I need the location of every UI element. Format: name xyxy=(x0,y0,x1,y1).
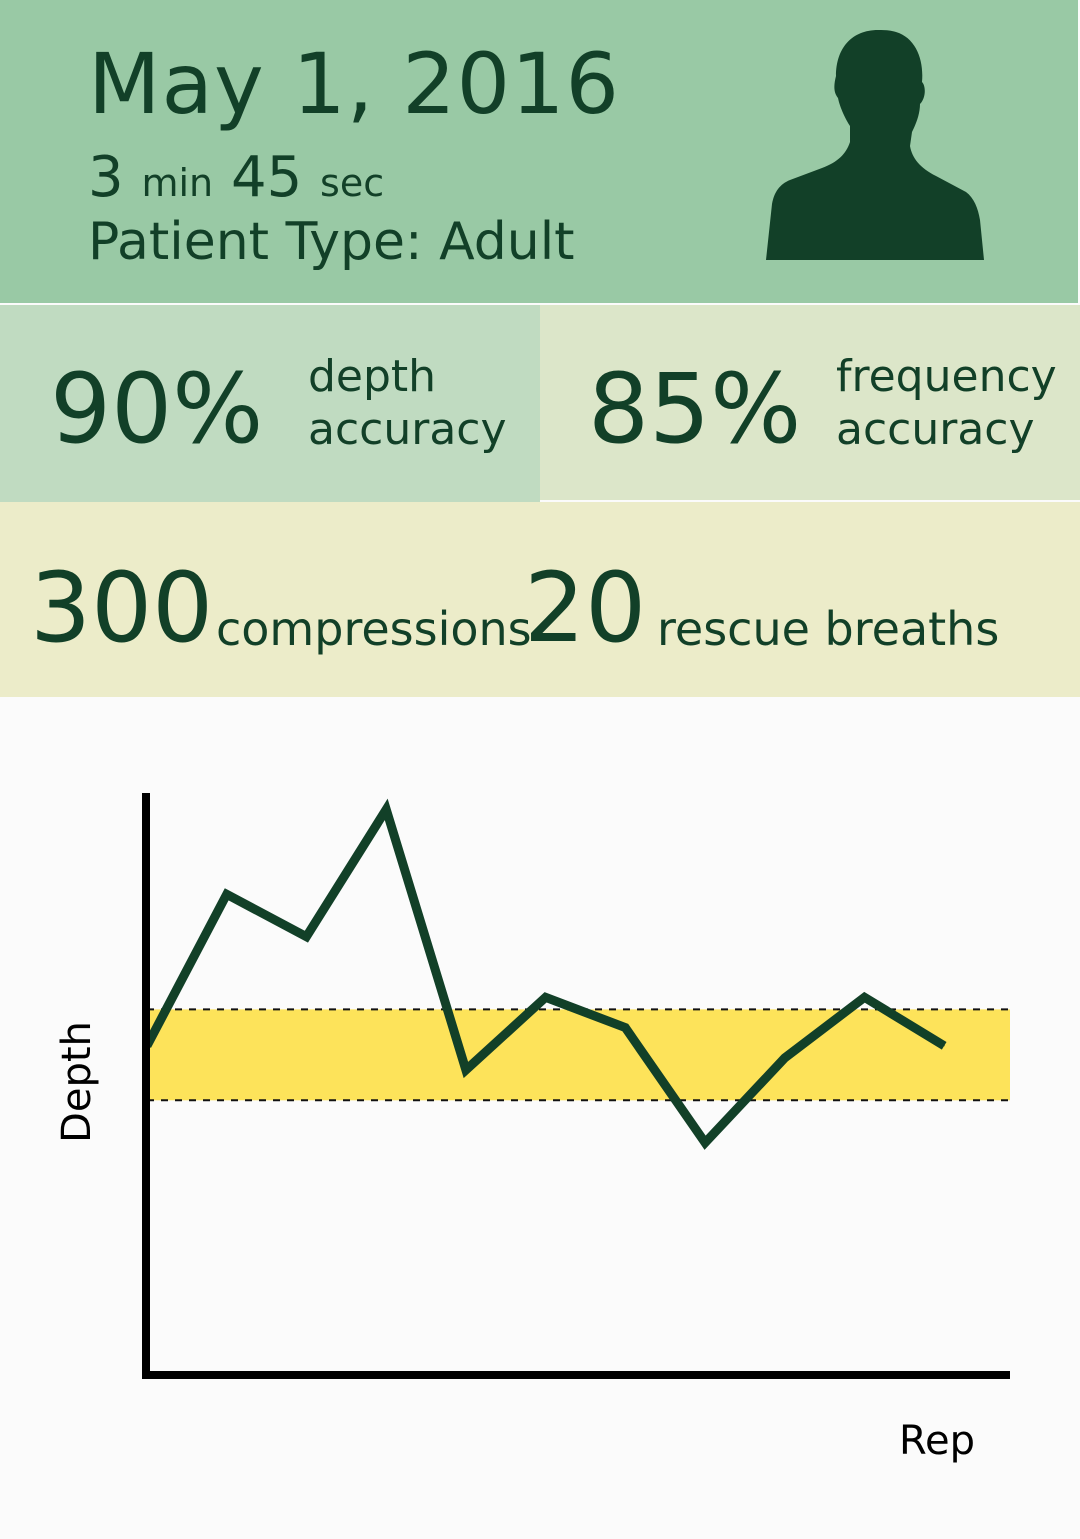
frequency-accuracy-value: 85% xyxy=(588,353,802,465)
session-date: May 1, 2016 xyxy=(88,35,620,133)
depth-accuracy-label: depth accuracy xyxy=(308,351,507,457)
patient-type: Patient Type: Adult xyxy=(88,212,575,272)
duration-minutes-unit: min xyxy=(141,161,214,205)
compressions-count: 300 xyxy=(30,552,214,664)
depth-accuracy-panel: 90% depth accuracy xyxy=(0,305,540,502)
depth-data-point xyxy=(784,1057,786,1059)
depth-data-point xyxy=(943,1045,945,1047)
y-axis-label: Depth xyxy=(54,1021,100,1143)
depth-data-point xyxy=(305,936,307,938)
counts-panel: 300 compressions 20 rescue breaths xyxy=(0,502,1080,697)
depth-data-point xyxy=(465,1069,467,1071)
depth-data-point xyxy=(385,808,387,810)
duration-minutes: 3 xyxy=(88,145,124,210)
depth-accuracy-label-line1: depth xyxy=(308,351,437,402)
frequency-accuracy-panel: 85% frequency accuracy xyxy=(540,305,1080,500)
x-axis-label: Rep xyxy=(899,1418,975,1464)
rescue-breaths-label: rescue breaths xyxy=(657,602,1000,656)
session-duration: 3 min 45 sec xyxy=(88,150,384,206)
depth-chart: Depth Rep xyxy=(0,697,1080,1539)
frequency-accuracy-label-line2: accuracy xyxy=(836,403,1035,455)
depth-data-point xyxy=(624,1027,626,1029)
depth-chart-svg: Depth Rep xyxy=(54,793,1010,1464)
rescue-breaths-count: 20 xyxy=(524,552,647,664)
person-silhouette-icon xyxy=(766,30,984,260)
depth-accuracy-value: 90% xyxy=(50,353,264,465)
depth-accuracy-label-line2: accuracy xyxy=(308,403,507,455)
duration-seconds-unit: sec xyxy=(320,161,385,205)
duration-seconds: 45 xyxy=(230,145,303,210)
compressions-label: compressions xyxy=(216,602,532,656)
depth-data-point xyxy=(545,996,547,998)
frequency-accuracy-label-line1: frequency xyxy=(836,351,1057,402)
session-header: May 1, 2016 3 min 45 sec Patient Type: A… xyxy=(0,0,1078,303)
frequency-accuracy-label: frequency accuracy xyxy=(836,351,1057,457)
depth-data-point xyxy=(864,996,865,998)
depth-data-point xyxy=(704,1142,706,1144)
depth-data-point xyxy=(226,893,228,895)
target-depth-band xyxy=(147,1009,1010,1101)
